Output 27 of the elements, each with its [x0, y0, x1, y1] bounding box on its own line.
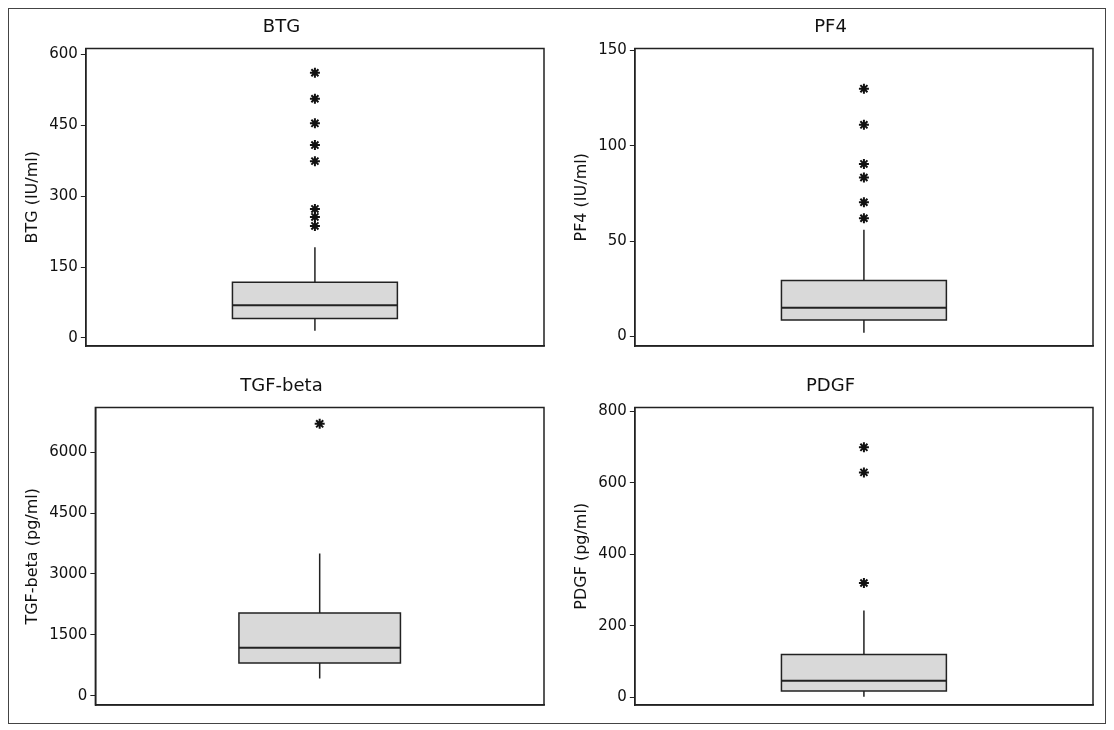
chart-title: BTG	[262, 15, 301, 37]
y-tick-label: 0	[617, 687, 627, 706]
y-tick-label: 6000	[49, 442, 88, 461]
y-tick-label: 400	[598, 544, 627, 563]
y-tick-label: 0	[77, 685, 88, 704]
y-axis-title: TGF-beta (pg/ml)	[21, 488, 41, 626]
y-tick-label: 600	[49, 44, 78, 63]
chart-title: TGF-beta	[239, 374, 323, 396]
y-tick-label: 600	[598, 472, 627, 491]
y-axis-title: BTG (IU/ml)	[21, 151, 41, 244]
y-tick-label: 150	[598, 40, 627, 59]
y-axis-title: PF4 (IU/ml)	[570, 153, 590, 242]
y-tick-label: 800	[598, 401, 627, 420]
y-axis-title: PDGF (pg/ml)	[570, 502, 590, 610]
y-tick-label: 50	[607, 231, 627, 250]
chart-title: PDGF	[805, 374, 856, 396]
y-tick-label: 150	[49, 256, 78, 275]
y-tick-label: 0	[617, 326, 627, 345]
y-tick-label: 1500	[49, 624, 88, 643]
y-tick-label: 3000	[49, 563, 88, 582]
chart-title: PF4	[814, 15, 847, 37]
y-tick-label: 200	[598, 615, 627, 634]
y-tick-label: 0	[68, 327, 78, 346]
y-tick-label: 100	[598, 135, 627, 154]
y-tick-label: 4500	[49, 502, 88, 521]
y-tick-label: 450	[49, 115, 78, 134]
y-tick-label: 300	[49, 186, 78, 205]
